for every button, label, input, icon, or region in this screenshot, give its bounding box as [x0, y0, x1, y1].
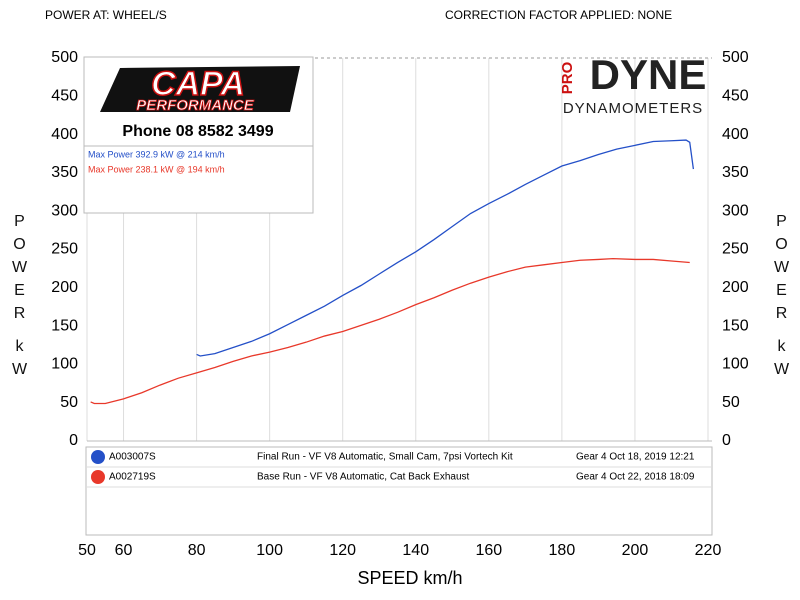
series-line: [90, 257, 690, 405]
legend-name: A003007S: [109, 452, 156, 463]
x-axis-label: SPEED km/h: [357, 568, 462, 588]
y-tick-label: 100: [51, 356, 78, 373]
logo-bg: [100, 66, 300, 112]
legend-box: [85, 446, 713, 536]
header-left: POWER AT: WHEEL/S: [45, 8, 167, 22]
y2-tick-label: 200: [722, 279, 749, 296]
header-right: CORRECTION FACTOR APPLIED: NONE: [445, 8, 672, 22]
logo-tagline: PERFORMANCE: [136, 97, 254, 114]
legend-info: Gear 4 Oct 18, 2019 12:21: [576, 452, 695, 463]
series-line: [196, 139, 695, 357]
y-tick-label: 450: [51, 88, 78, 105]
x-tick-label: 120: [329, 542, 356, 559]
x-tick-label: 50: [78, 542, 96, 559]
annotation: Max Power 392.9 kW @ 214 km/h: [88, 149, 225, 159]
legend-description: Base Run - VF V8 Automatic, Cat Back Exh…: [257, 472, 470, 483]
legend-info: Gear 4 Oct 22, 2018 18:09: [576, 472, 695, 483]
y2-tick-label: 150: [722, 317, 749, 334]
y2-tick-label: 350: [722, 164, 749, 181]
y-tick-label: 150: [51, 317, 78, 334]
legend-marker: [91, 450, 105, 464]
x-tick-label: 100: [256, 542, 283, 559]
y2-axis-unit: kW: [773, 338, 790, 384]
y2-axis-label: POWER: [773, 213, 790, 328]
y-tick-label: 300: [51, 202, 78, 219]
x-tick-label: 220: [695, 542, 722, 559]
y2-tick-label: 450: [722, 88, 749, 105]
brand-sub: DYNAMOMETERS: [563, 100, 703, 117]
brand-pro: PRO: [559, 61, 576, 94]
y-tick-label: 500: [51, 49, 78, 66]
y2-tick-label: 100: [722, 356, 749, 373]
y2-tick-label: 250: [722, 241, 749, 258]
x-tick-label: 140: [402, 542, 429, 559]
legend-marker: [91, 470, 105, 484]
x-tick-label: 60: [115, 542, 133, 559]
logo-name: CAPA: [151, 65, 245, 103]
y-tick-label: 250: [51, 241, 78, 258]
y-tick-label: 350: [51, 164, 78, 181]
y-axis-unit: kW: [11, 338, 28, 384]
y2-tick-label: 400: [722, 126, 749, 143]
y2-tick-label: 0: [722, 432, 731, 449]
y2-tick-label: 50: [722, 394, 740, 411]
y-tick-label: 0: [69, 432, 78, 449]
x-tick-label: 200: [622, 542, 649, 559]
y2-tick-label: 300: [722, 202, 749, 219]
y-tick-label: 200: [51, 279, 78, 296]
annotation: Max Power 238.1 kW @ 194 km/h: [88, 164, 225, 174]
y-tick-label: 50: [60, 394, 78, 411]
y2-tick-label: 500: [722, 49, 749, 66]
x-tick-label: 80: [188, 542, 206, 559]
y-tick-label: 400: [51, 126, 78, 143]
brand-dyne: DYNE: [590, 51, 707, 98]
logo-phone: Phone 08 8582 3499: [122, 123, 273, 140]
legend-name: A002719S: [109, 472, 156, 483]
x-tick-label: 160: [475, 542, 502, 559]
legend-description: Final Run - VF V8 Automatic, Small Cam, …: [257, 452, 513, 463]
x-tick-label: 180: [549, 542, 576, 559]
y-axis-label: POWER: [11, 213, 28, 328]
